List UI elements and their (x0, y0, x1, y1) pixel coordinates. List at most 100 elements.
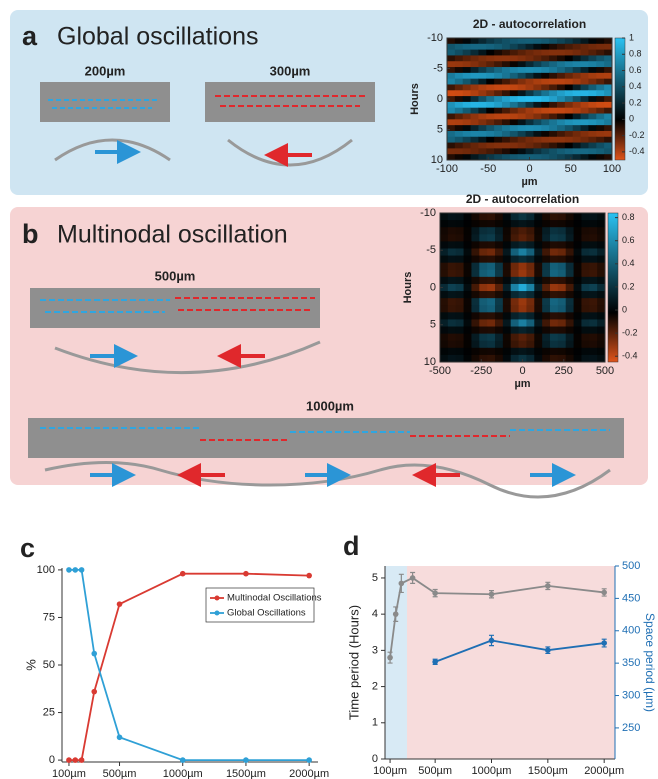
heatmap-cell (525, 49, 534, 56)
x-tick-label: 0 (526, 163, 532, 175)
heatmap-cell (597, 262, 606, 271)
heatmap-cell (557, 90, 566, 97)
heatmap-cell (573, 347, 582, 356)
heatmap-cell (580, 78, 589, 85)
heatmap-cell (510, 234, 520, 242)
heatmap-cell (440, 305, 449, 313)
heatmap-cell (502, 283, 512, 292)
heatmap-cell (502, 72, 511, 80)
heatmap-cell (487, 241, 496, 249)
heatmap-cell (550, 333, 559, 342)
data-point (78, 567, 85, 573)
heatmap-cell (541, 125, 550, 132)
heatmap-cell (604, 49, 613, 56)
heatmap-cell (572, 67, 582, 74)
heatmap-cell (495, 340, 504, 349)
heatmap-cell (486, 142, 495, 149)
heatmap-cell (604, 119, 613, 126)
heatmap-cell (495, 227, 504, 235)
heatmap-cell (549, 119, 558, 126)
heatmap-cell (447, 136, 456, 144)
heatmap-cell (526, 326, 535, 335)
heatmap-cell (455, 213, 465, 221)
heatmap-cell (487, 262, 496, 271)
heatmap-cell (588, 72, 597, 80)
heatmap-cell (470, 148, 479, 155)
heatmap-cell (495, 276, 504, 285)
heatmap-cell (550, 213, 559, 221)
heatmap-cell (597, 255, 606, 264)
y-tick-label: 4 (372, 608, 378, 620)
heatmap-cell (533, 96, 542, 103)
heatmap-cell (495, 305, 504, 313)
heatmap-cell (550, 340, 559, 349)
heatmap-cell (533, 72, 542, 80)
heatmap-cell (526, 354, 535, 363)
heatmap-cell (502, 119, 511, 126)
heatmap-cell (502, 84, 511, 91)
heatmap-cell (564, 90, 574, 97)
heatmap-cell (502, 319, 512, 328)
heatmap-cell (542, 347, 551, 356)
heatmap-cell (542, 354, 551, 363)
heatmap-cell (463, 319, 472, 328)
heatmap-cell (597, 305, 606, 313)
heatmap-cell (557, 312, 567, 320)
heatmap-cell (463, 291, 472, 299)
heatmap-cell (447, 55, 456, 62)
heatmap-cell (462, 78, 472, 85)
heatmap-cell (478, 154, 487, 161)
heatmap-cell (525, 107, 534, 115)
colorbar-tick-label: 0.8 (622, 212, 635, 222)
heatmap-cell (478, 136, 487, 144)
y-tick-label: 0 (49, 754, 55, 766)
heatmap-cell (580, 67, 589, 74)
heatmap-cell (550, 234, 559, 242)
heatmap-cell (517, 113, 527, 120)
heatmap-cell (455, 234, 465, 242)
length-label: 300µm (270, 63, 311, 78)
heatmap-cell (549, 43, 558, 51)
heatmap-cell (463, 283, 472, 292)
heatmap-cell (549, 67, 558, 74)
heatmap-cell (447, 90, 456, 97)
heatmap-cell (580, 84, 589, 91)
heatmap-cell (596, 67, 605, 74)
heatmap-cell (525, 96, 534, 103)
heatmap-cell (502, 276, 512, 285)
heatmap-cell (447, 61, 456, 68)
flow-arrows (40, 299, 170, 313)
heatmap-cell (525, 84, 534, 91)
data-point (387, 654, 393, 661)
heatmap-cell (525, 142, 534, 149)
heatmap-cell (534, 269, 543, 278)
data-point (78, 757, 85, 763)
heatmap-cell (510, 319, 520, 328)
x-tick-label: 100µm (373, 765, 407, 777)
heatmap-cell (502, 38, 511, 45)
heatmap-cell (589, 291, 598, 299)
heatmap-cell (455, 291, 465, 299)
heatmap-cell (549, 61, 558, 68)
heatmap-cell (526, 227, 535, 235)
heatmap-cell (510, 227, 520, 235)
heatmap-cell (455, 255, 465, 264)
heatmap-cell (447, 43, 456, 51)
heatmap-cell (518, 326, 527, 335)
heatmap-cell (479, 227, 488, 235)
heatmap-cell (573, 269, 582, 278)
heatmap-cell (550, 241, 559, 249)
heatmap-cell (455, 305, 465, 313)
heatmap-cell (471, 262, 480, 271)
heatmap-cell (572, 154, 582, 161)
heatmap-cell (580, 119, 589, 126)
heatmap-cell (518, 340, 527, 349)
wave (54, 340, 321, 375)
heatmap-cell (534, 241, 543, 249)
heatmap-cell (502, 78, 511, 85)
heatmap-cell (454, 49, 464, 56)
heatmap-cell (455, 319, 465, 328)
heatmap-cell (557, 319, 567, 328)
heatmap-cell (509, 55, 519, 62)
heatmap-cell (518, 276, 527, 285)
